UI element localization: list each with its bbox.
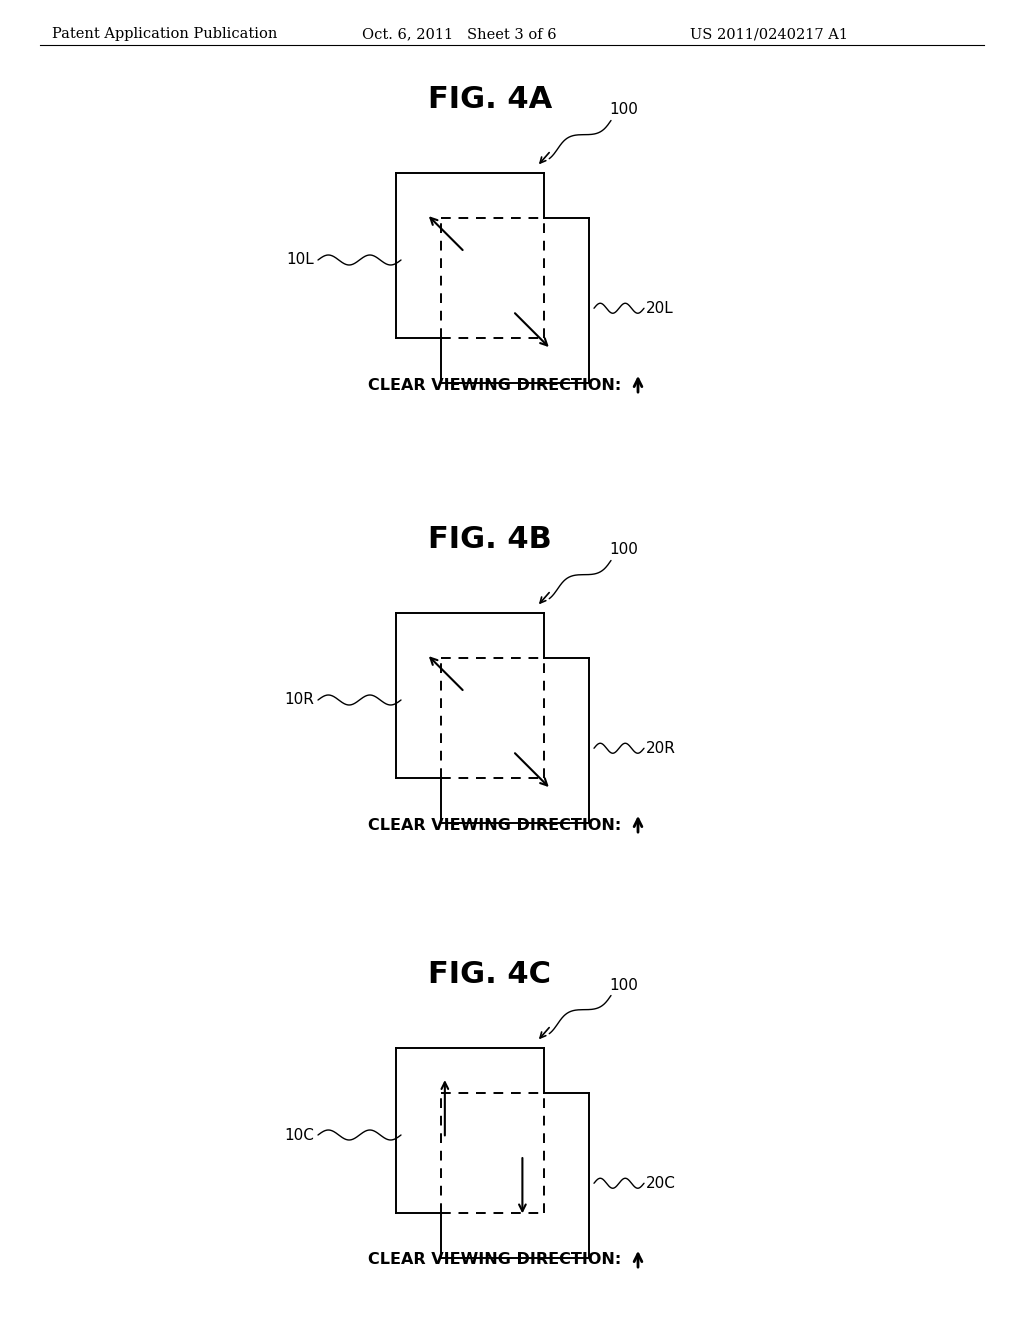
Text: 10R: 10R bbox=[284, 693, 314, 708]
Text: 100: 100 bbox=[609, 543, 638, 557]
Text: FIG. 4B: FIG. 4B bbox=[428, 525, 552, 554]
Text: 20L: 20L bbox=[646, 301, 674, 315]
Text: Oct. 6, 2011   Sheet 3 of 6: Oct. 6, 2011 Sheet 3 of 6 bbox=[362, 26, 557, 41]
Text: 10L: 10L bbox=[287, 252, 314, 268]
Text: 20C: 20C bbox=[646, 1176, 676, 1191]
Text: Patent Application Publication: Patent Application Publication bbox=[52, 26, 278, 41]
Text: CLEAR VIEWING DIRECTION:: CLEAR VIEWING DIRECTION: bbox=[369, 378, 622, 392]
Text: CLEAR VIEWING DIRECTION:: CLEAR VIEWING DIRECTION: bbox=[369, 817, 622, 833]
Text: US 2011/0240217 A1: US 2011/0240217 A1 bbox=[690, 26, 848, 41]
Text: 100: 100 bbox=[609, 103, 638, 117]
Text: CLEAR VIEWING DIRECTION:: CLEAR VIEWING DIRECTION: bbox=[369, 1253, 622, 1267]
Text: 10C: 10C bbox=[284, 1127, 314, 1143]
Text: FIG. 4A: FIG. 4A bbox=[428, 84, 552, 114]
Text: FIG. 4C: FIG. 4C bbox=[428, 960, 552, 989]
Text: 100: 100 bbox=[609, 978, 638, 993]
Text: 20R: 20R bbox=[646, 741, 676, 756]
